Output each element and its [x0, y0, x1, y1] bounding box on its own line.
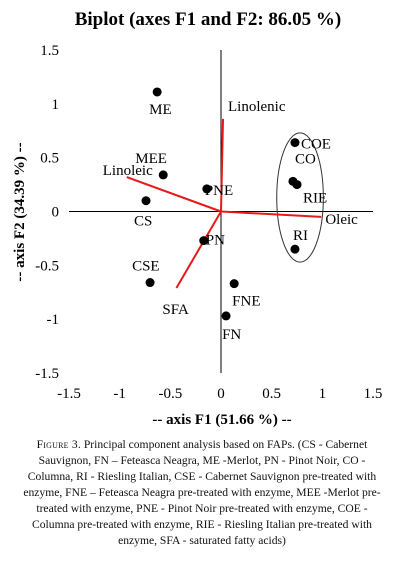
vectors: Linolenic Linoleic Oleic SFA	[103, 99, 358, 318]
vector-linoleic	[126, 176, 222, 213]
x-tick-label: -1.5	[57, 386, 81, 402]
y-tick-label: 1	[52, 97, 60, 113]
y-tick-label: 1.5	[40, 43, 59, 59]
y-tick-label: -1	[47, 312, 60, 328]
y-tick-labels: -1.5 -1 -0.5 0 0.5 1 1.5	[35, 43, 59, 382]
vector-label: Oleic	[325, 212, 358, 228]
point-label: CO	[295, 151, 316, 167]
data-point	[290, 244, 300, 254]
x-tick-label: -0.5	[158, 386, 182, 402]
point-label: CS	[134, 214, 152, 230]
data-point	[199, 236, 209, 246]
x-tick-label: 1.5	[364, 386, 383, 402]
point-label: FNE	[232, 294, 260, 310]
data-point	[158, 170, 168, 180]
figure-label: Figure 3.	[36, 438, 81, 451]
x-tick-label: -1	[113, 386, 126, 402]
figure-caption: Figure 3. Principal component analysis b…	[22, 437, 382, 549]
point-label: COE	[301, 137, 331, 153]
y-axis-title: -- axis F2 (34.39 %) --	[12, 142, 28, 281]
point-label: FN	[222, 327, 241, 343]
point-label: RIE	[303, 191, 327, 207]
vector-label: SFA	[162, 302, 189, 318]
x-axis-title: -- axis F1 (51.66 %) --	[152, 412, 291, 428]
biplot-chart: Biplot (axes F1 and F2: 86.05 %) -1.5 -1-…	[12, 9, 382, 428]
y-tick-label: -0.5	[35, 258, 59, 274]
chart-title: Biplot (axes F1 and F2: 86.05 %)	[75, 9, 342, 30]
data-point	[221, 311, 231, 321]
vector-oleic	[220, 210, 322, 218]
data-point	[229, 279, 239, 289]
caption-text: Principal component analysis based on FA…	[23, 438, 381, 547]
data-point	[202, 184, 212, 194]
point-label: ME	[149, 102, 172, 118]
y-tick-label: 0	[52, 205, 60, 221]
data-point	[145, 278, 155, 288]
data-point	[152, 87, 162, 97]
y-tick-label: 0.5	[40, 151, 59, 167]
vector-label: Linoleic	[103, 163, 153, 179]
x-tick-label: 0	[217, 386, 225, 402]
data-point	[290, 138, 300, 148]
vector-label: Linolenic	[228, 99, 286, 115]
ellipse-layer	[276, 132, 324, 263]
data-point	[141, 196, 151, 206]
point-label: CSE	[132, 259, 160, 275]
vector-sfa	[175, 210, 222, 289]
x-tick-labels: -1.5 -1 -0.5 0 0.5 1 1.5	[57, 386, 382, 402]
group-ellipse	[276, 132, 324, 263]
point-label: RI	[293, 228, 308, 244]
x-tick-label: 0.5	[262, 386, 281, 402]
vector-linolenic	[220, 118, 225, 212]
point-label: PNE	[205, 183, 233, 199]
point-label: MEE	[135, 151, 167, 167]
y-tick-label: -1.5	[35, 366, 59, 382]
data-point	[292, 180, 302, 190]
point-label: PN	[206, 233, 225, 249]
x-tick-label: 1	[319, 386, 327, 402]
